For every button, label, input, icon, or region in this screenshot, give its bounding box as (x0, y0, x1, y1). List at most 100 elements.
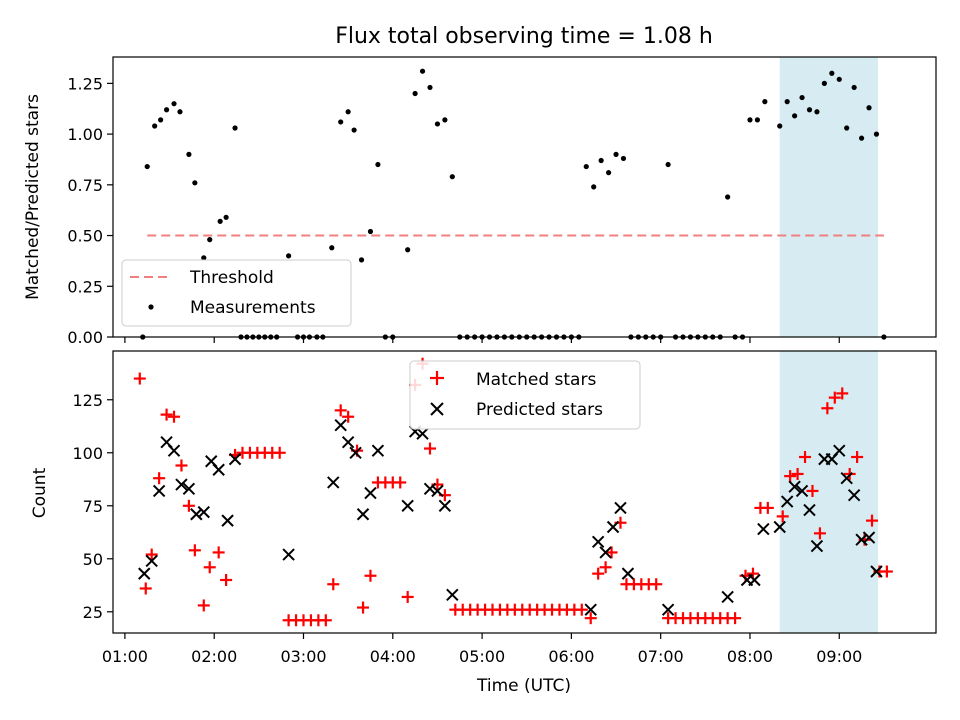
predicted-star-point (341, 435, 355, 449)
predicted-star-point (356, 508, 370, 521)
matched-star-point (153, 472, 166, 485)
matched-star-point (776, 510, 789, 523)
bottom-y-tick-label: 125 (72, 391, 103, 410)
predicted-star-point (862, 531, 876, 544)
predicted-star-point (661, 603, 675, 616)
measurement-point (866, 105, 872, 111)
predicted-star-point (197, 505, 210, 519)
matched-star-point (139, 582, 152, 595)
measurement-point (829, 70, 835, 76)
predicted-star-point (138, 567, 151, 580)
measurement-point (171, 101, 177, 107)
matched-star-point (327, 578, 340, 591)
measurement-point (367, 228, 374, 235)
predicted-star-point (282, 548, 295, 561)
top-y-tick-label: 0.00 (67, 328, 103, 347)
measurement-point (329, 245, 335, 251)
x-tick-label: 08:00 (727, 647, 773, 666)
measurement-point (799, 94, 805, 101)
matched-star-point (605, 546, 618, 559)
predicted-star-point (606, 520, 620, 534)
measurement-point (591, 184, 597, 190)
measurement-point (192, 180, 198, 186)
predicted-star-point (401, 499, 414, 512)
predicted-star-point (423, 482, 437, 496)
measurement-point (821, 80, 827, 86)
matched-star-point (220, 573, 233, 586)
measurement-point (351, 127, 357, 133)
predicted-star-point (721, 590, 734, 604)
measurement-point (163, 107, 170, 113)
top-y-axis-label: Matched/Predicted stars (23, 94, 43, 300)
matched-star-point (212, 546, 225, 559)
x-axis-label: Time (UTC) (476, 676, 571, 696)
predicted-star-point (810, 539, 824, 553)
matched-star-point (599, 561, 612, 574)
measurement-point (412, 90, 418, 97)
predicted-star-point (788, 480, 801, 493)
predicted-star-point (152, 484, 166, 498)
predicted-star-point (438, 499, 452, 512)
predicted-star-point (364, 486, 377, 500)
predicted-star-point (870, 565, 883, 578)
measurement-point (442, 117, 448, 123)
measurement-point (405, 247, 411, 253)
predicted-star-point (334, 419, 347, 432)
matched-star-point (319, 614, 332, 627)
chart-title: Flux total observing time = 1.08 h (335, 24, 713, 49)
predicted-star-point (212, 463, 225, 476)
matched-star-point (334, 404, 347, 417)
matched-star-point (175, 459, 188, 472)
predicted-star-point (190, 508, 203, 521)
measurement-point (777, 123, 783, 129)
x-tick-label: 04:00 (370, 647, 416, 666)
matched-star-point (866, 514, 879, 527)
legend-threshold-label: Threshold (189, 268, 274, 288)
measurement-point (583, 163, 589, 170)
matched-star-point (133, 372, 146, 385)
measurement-point (207, 237, 213, 243)
bottom-plot-frame (112, 350, 937, 634)
matched-star-point (761, 501, 774, 514)
x-tick-label: 02:00 (191, 647, 237, 666)
predicted-star-point (182, 482, 196, 496)
matched-star-point (394, 476, 407, 489)
x-tick-label: 07:00 (638, 647, 684, 666)
matched-star-point (357, 601, 370, 614)
measurement-point (186, 151, 192, 157)
predicted-star-point (803, 503, 816, 517)
top-y-tick-label: 0.50 (67, 227, 103, 246)
measurement-point (286, 253, 292, 259)
measurement-point (725, 194, 731, 200)
matched-star-point (364, 569, 377, 582)
predicted-star-point (621, 567, 635, 580)
matched-stars-series (133, 357, 893, 627)
predicted-star-point (416, 427, 429, 440)
predicted-star-point (371, 444, 385, 457)
matched-star-point (182, 499, 195, 512)
predicted-star-point (167, 444, 181, 457)
matched-star-point (145, 548, 158, 561)
measurement-point (345, 109, 351, 115)
predicted-star-point (840, 472, 853, 485)
predicted-star-point (780, 495, 794, 508)
predicted-star-point (833, 444, 846, 457)
measurement-point (806, 107, 813, 113)
measurement-point (873, 131, 880, 137)
matched-star-point (160, 408, 173, 421)
bottom-panel: 25 50 75 100 125 01:00 02:00 03:00 04:00 05:00 06… (30, 350, 937, 696)
matched-star-point (791, 467, 804, 480)
matched-star-point (813, 527, 826, 540)
x-tick-label: 05:00 (459, 647, 505, 666)
measurement-point (620, 155, 627, 162)
predicted-star-point (228, 452, 242, 466)
top-y-tick-label: 1.00 (67, 125, 103, 144)
top-y-axis-ticks: 0.00 0.25 0.50 0.75 1.00 1.25 (67, 74, 113, 347)
matched-star-point (784, 470, 797, 483)
measurement-point (158, 117, 164, 123)
bottom-y-axis-ticks: 25 50 75 100 125 (72, 391, 113, 622)
measurement-point (851, 84, 857, 91)
measurement-point (449, 174, 455, 180)
measurement-point (419, 68, 426, 74)
matched-star-point (575, 603, 588, 616)
